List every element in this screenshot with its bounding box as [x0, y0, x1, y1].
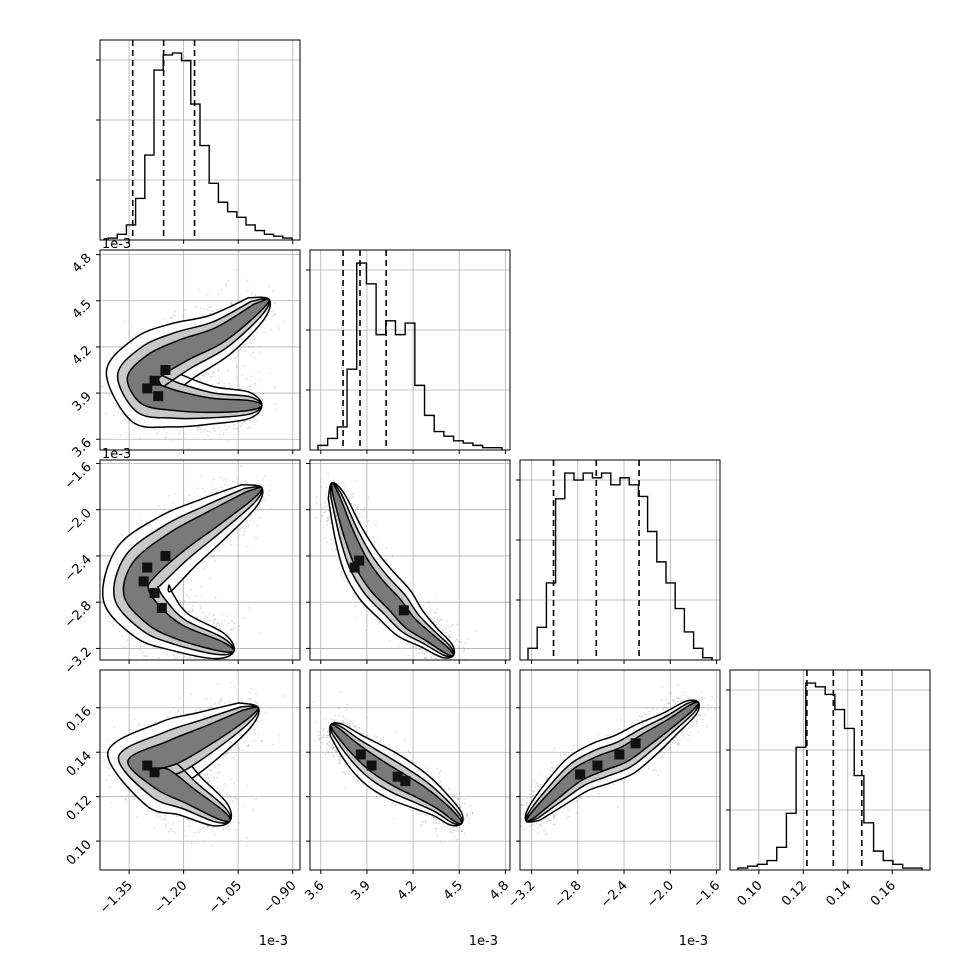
density-peak — [156, 602, 167, 613]
contour-level-1 — [327, 482, 456, 659]
hist-panel-2 — [306, 249, 511, 451]
x-tick-label: 3.6 — [302, 878, 327, 903]
x-tick-label: 0.10 — [735, 878, 766, 909]
y-tick-label: 4.5 — [70, 297, 95, 322]
y-tick-label: 3.9 — [70, 389, 95, 414]
density-peak — [160, 365, 171, 375]
y-tick-label: −1.6 — [62, 460, 95, 493]
x-offset-label: 1e-3 — [259, 934, 288, 949]
x-tick-label: 4.5 — [441, 878, 466, 903]
hist-panel-3 — [516, 459, 721, 661]
density-peak — [354, 555, 365, 566]
y-tick-label: 0.10 — [64, 837, 95, 868]
density-peak — [630, 738, 641, 749]
x-tick-label: 0.16 — [868, 878, 899, 909]
x-tick-label: −1.6 — [690, 878, 723, 911]
y-offset-label: 1e-3 — [102, 237, 131, 252]
density-peak — [400, 776, 411, 787]
x-tick-label: −2.0 — [644, 878, 677, 911]
contour-level-3 — [525, 701, 700, 823]
density-peak — [142, 760, 153, 771]
y-tick-label: −2.0 — [62, 506, 95, 539]
histogram-2 — [317, 262, 503, 450]
density-peak — [149, 375, 160, 386]
histogram-4 — [737, 682, 923, 870]
axes-frame — [519, 459, 721, 661]
scatter-panel-r2-c1 — [99, 249, 301, 451]
y-offset-label: 1e-3 — [102, 447, 131, 462]
histogram-1 — [107, 52, 293, 240]
panel-content — [310, 460, 510, 660]
panel-content — [310, 670, 510, 870]
y-tick-label: 0.12 — [64, 793, 95, 824]
axes-frame — [519, 669, 721, 871]
x-tick-label: −2.4 — [598, 878, 631, 911]
axes-frame — [99, 249, 301, 451]
panel-content — [100, 250, 300, 450]
density-peak — [398, 605, 409, 616]
density-peak — [392, 771, 403, 782]
contour-level-3 — [330, 482, 455, 657]
panel-content — [100, 670, 300, 870]
density-peak — [349, 562, 360, 573]
hist-panel-1 — [96, 39, 301, 241]
y-tick-label: 4.2 — [70, 343, 95, 368]
x-tick-label: 0.12 — [779, 878, 810, 909]
x-tick-label: −1.35 — [97, 878, 136, 917]
x-tick-label: −1.20 — [152, 878, 191, 917]
x-tick-label: 0.14 — [824, 878, 855, 909]
axes-frame — [729, 669, 931, 871]
contour-level-3 — [127, 706, 260, 823]
density-peak — [575, 769, 586, 780]
density-peak — [153, 391, 164, 402]
y-tick-label: 0.14 — [64, 748, 95, 779]
density-peak — [142, 562, 153, 573]
density-peak — [366, 760, 377, 771]
density-peak — [355, 749, 366, 760]
axes-frame — [309, 669, 511, 871]
y-tick-label: −2.8 — [62, 598, 95, 631]
x-offset-label: 1e-3 — [679, 934, 708, 949]
density-peak — [149, 767, 160, 778]
axes-frame — [99, 669, 301, 871]
x-tick-label: −3.2 — [505, 878, 538, 911]
density-peak — [138, 576, 149, 587]
density-peak — [142, 383, 153, 394]
x-tick-label: 4.2 — [395, 878, 420, 903]
x-tick-label: −0.90 — [261, 878, 300, 917]
y-tick-label: 3.6 — [70, 435, 95, 460]
x-tick-label: −1.05 — [206, 878, 245, 917]
axes-frame — [309, 249, 511, 451]
contour-level-3 — [126, 298, 270, 414]
x-offset-label: 1e-3 — [469, 934, 498, 949]
density-peak — [614, 749, 625, 760]
scatter-panel-r4-c2 — [309, 669, 511, 871]
axes-frame — [99, 39, 301, 241]
scatter-panel-r3-c2 — [309, 459, 511, 661]
scatter-panel-r4-c1 — [99, 669, 301, 871]
panel-content — [100, 460, 300, 660]
y-tick-label: 0.16 — [64, 704, 95, 735]
hist-panel-4 — [726, 669, 931, 871]
panel-content — [520, 670, 720, 870]
y-tick-label: −3.2 — [62, 645, 95, 678]
x-tick-label: −2.8 — [552, 878, 585, 911]
histogram-3 — [527, 472, 713, 660]
y-tick-label: −2.4 — [62, 552, 95, 585]
axes-frame — [309, 459, 511, 661]
axes-frame — [99, 459, 301, 661]
density-peak — [592, 760, 603, 771]
scatter-panel-r3-c1 — [99, 459, 301, 661]
density-peak — [149, 587, 160, 598]
y-tick-label: 4.8 — [70, 251, 95, 276]
density-peak — [160, 550, 171, 561]
scatter-panel-r4-c3 — [519, 669, 721, 871]
x-tick-label: 3.9 — [349, 878, 374, 903]
